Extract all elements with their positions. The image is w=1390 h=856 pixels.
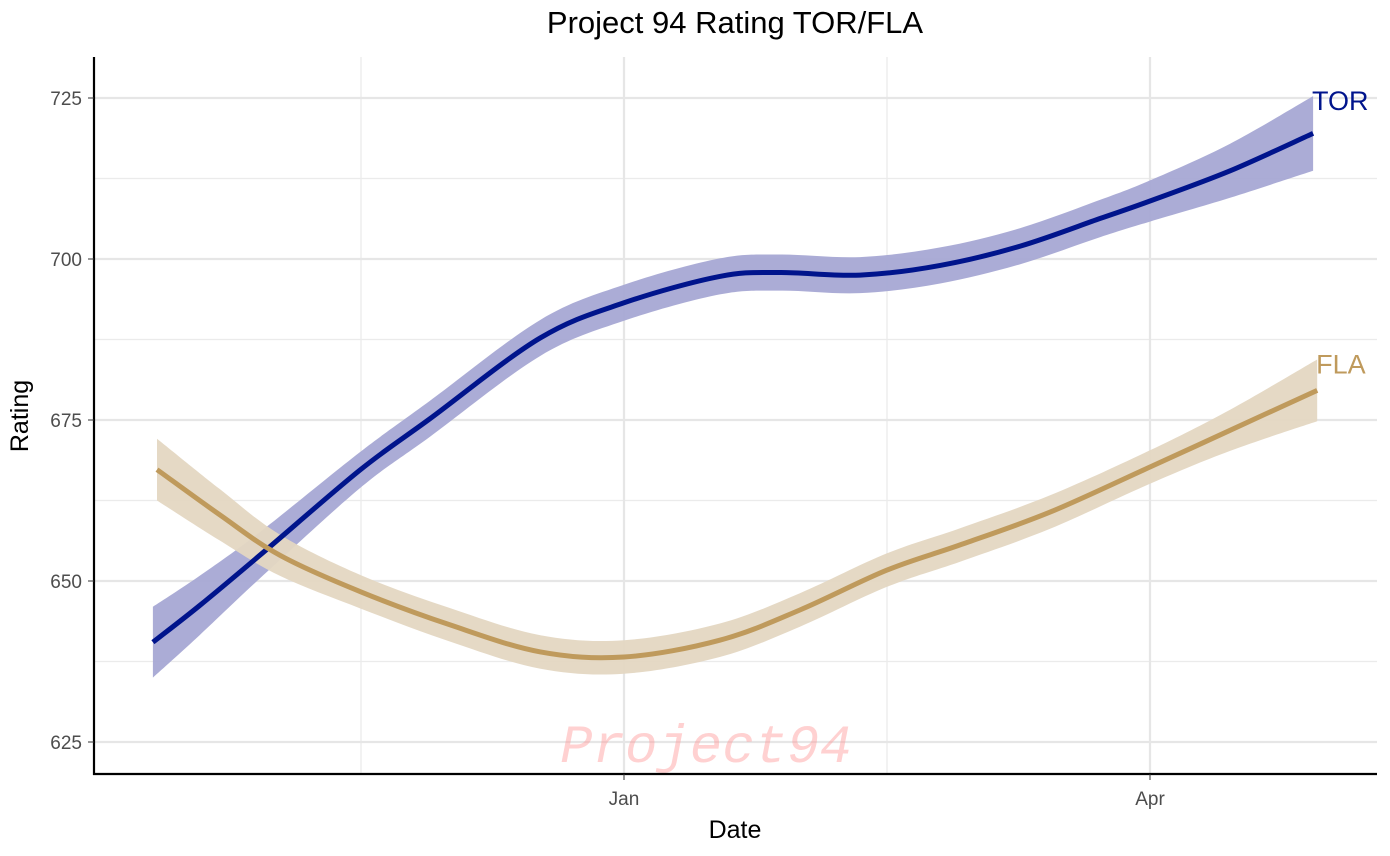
series-labels: TOR FLA <box>1312 86 1369 379</box>
minor-gridlines <box>94 57 1377 774</box>
confidence-bands <box>152 96 1318 678</box>
y-axis-title: Rating <box>6 380 34 452</box>
series-lines <box>151 131 1319 661</box>
fla-confidence-band <box>157 359 1318 675</box>
x-axis-ticks: Jan Apr <box>609 774 1165 810</box>
y-tick-label: 725 <box>50 89 82 110</box>
fla-series-label: FLA <box>1316 349 1366 379</box>
x-tick-label: Jan <box>609 789 640 810</box>
y-tick-label: 675 <box>50 411 82 432</box>
tor-confidence-band <box>152 96 1314 678</box>
x-tick-label: Apr <box>1135 789 1165 810</box>
major-gridlines <box>94 57 1377 774</box>
chart-title: Project 94 Rating TOR/FLA <box>547 5 924 40</box>
y-tick-label: 625 <box>50 733 82 754</box>
y-tick-label: 650 <box>50 572 82 593</box>
fla-line <box>155 388 1319 661</box>
x-axis-title: Date <box>709 816 762 844</box>
tor-series-label: TOR <box>1312 86 1369 116</box>
y-axis-ticks: 625 650 675 700 725 <box>50 89 94 754</box>
watermark: Project94 <box>560 718 852 779</box>
tor-line <box>151 131 1315 645</box>
y-tick-label: 700 <box>50 250 82 271</box>
